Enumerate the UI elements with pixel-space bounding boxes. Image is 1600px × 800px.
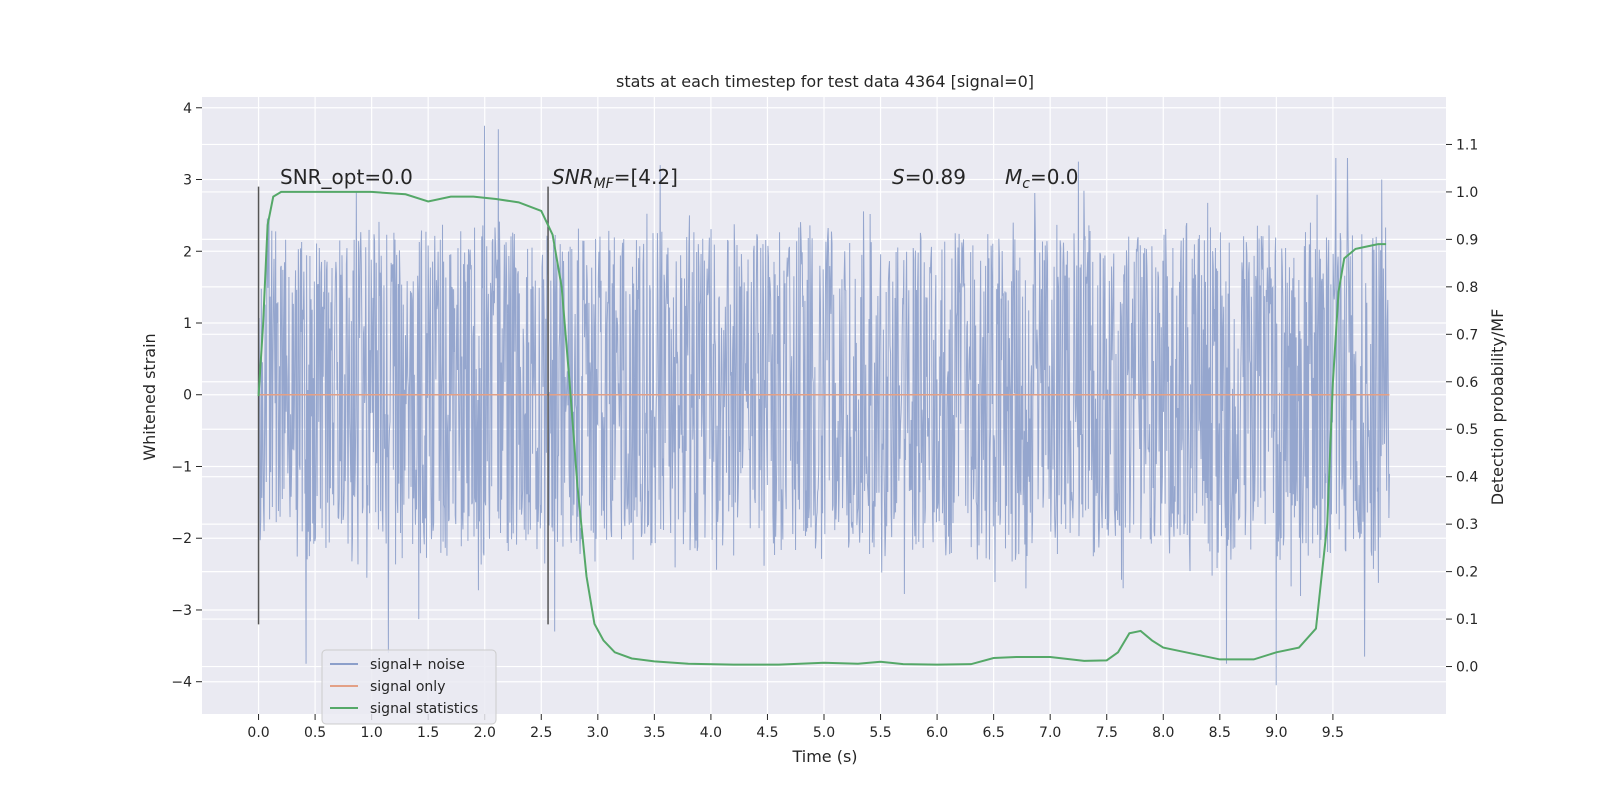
y-tick-label: −1 xyxy=(171,459,192,475)
y-tick-label: −4 xyxy=(171,675,192,691)
y-axis-label: Whitened strain xyxy=(140,333,159,460)
y2-axis-label: Detection probability/MF xyxy=(1488,309,1507,506)
y2-ticks: 0.0 0.1 0.2 0.3 0.4 0.5 0.6 0.7 0.8 0.9 1.0 1.1 xyxy=(1446,137,1478,676)
y2-tick-label: 0.7 xyxy=(1456,327,1478,343)
x-tick-label: 8.5 xyxy=(1209,725,1231,741)
y2-tick-label: 1.0 xyxy=(1456,185,1478,201)
y-tick-label: −2 xyxy=(171,531,192,547)
signal-statistics-series xyxy=(257,190,1387,666)
snr-mf-val: =[4.2] xyxy=(614,165,678,189)
mc-sub: c xyxy=(1022,176,1030,192)
legend-label-signal-only: signal only xyxy=(370,679,445,695)
y-tick-label: 3 xyxy=(183,173,192,189)
signal-noise-series xyxy=(258,125,1390,686)
s-label: S xyxy=(892,165,905,189)
y-tick-label: 2 xyxy=(183,244,192,260)
y2-tick-label: 0.9 xyxy=(1456,232,1478,248)
annotation-snr-mf: SNRMF=[4.2] xyxy=(552,165,678,192)
x-tick-label: 9.5 xyxy=(1322,725,1344,741)
annotation-s: S=0.89 xyxy=(892,165,966,189)
x-tick-label: 7.0 xyxy=(1039,725,1061,741)
y2-tick-label: 0.4 xyxy=(1456,470,1478,486)
y2-tick-label: 0.2 xyxy=(1456,565,1478,581)
x-tick-label: 7.5 xyxy=(1096,725,1118,741)
y-tick-label: −3 xyxy=(171,603,192,619)
x-tick-label: 8.0 xyxy=(1152,725,1174,741)
y-ticks: −4 −3 −2 −1 0 1 2 3 4 xyxy=(171,101,202,691)
x-tick-label: 0.5 xyxy=(304,725,326,741)
x-tick-label: 5.5 xyxy=(869,725,891,741)
x-tick-label: 2.0 xyxy=(474,725,496,741)
y2-tick-label: 0.6 xyxy=(1456,375,1478,391)
x-tick-label: 3.0 xyxy=(587,725,609,741)
y2-tick-label: 0.1 xyxy=(1456,612,1478,628)
y-tick-label: 0 xyxy=(183,388,192,404)
y2-tick-label: 1.1 xyxy=(1456,137,1478,153)
snr-mf-sub: MF xyxy=(594,176,615,192)
snr-mf-main: SNR xyxy=(552,165,594,189)
x-tick-label: 2.5 xyxy=(530,725,552,741)
legend-box xyxy=(321,649,497,725)
x-tick-label: 9.0 xyxy=(1265,725,1287,741)
y2-tick-label: 0.0 xyxy=(1456,660,1478,676)
legend-label-statistics: signal statistics xyxy=(370,701,478,717)
y2-tick-label: 0.3 xyxy=(1456,517,1478,533)
annotation-mc: Mc=0.0 xyxy=(1005,165,1079,192)
y-tick-label: 4 xyxy=(183,101,192,117)
signal-statistics-line xyxy=(257,190,1387,666)
x-ticks: 0.0 0.5 1.0 1.5 2.0 2.5 3.0 3.5 4.0 4.5 5.0 5.5 6.0 6… xyxy=(247,714,1344,741)
y-tick-label: 1 xyxy=(183,316,192,332)
x-tick-label: 1.5 xyxy=(417,725,439,741)
mc-main: M xyxy=(1005,165,1022,189)
y2-tick-label: 0.8 xyxy=(1456,280,1478,296)
x-tick-label: 1.0 xyxy=(361,725,383,741)
legend-label-noise: signal+ noise xyxy=(370,657,465,673)
x-tick-label: 4.0 xyxy=(700,725,722,741)
x-tick-label: 6.5 xyxy=(983,725,1005,741)
chart-title: stats at each timestep for test data 436… xyxy=(616,72,1034,91)
x-axis-label: Time (s) xyxy=(791,747,857,766)
signal-noise-line xyxy=(258,125,1390,686)
x-tick-label: 4.5 xyxy=(756,725,778,741)
x-tick-label: 5.0 xyxy=(813,725,835,741)
x-tick-label: 6.0 xyxy=(926,725,948,741)
y2-tick-label: 0.5 xyxy=(1456,422,1478,438)
x-tick-label: 0.0 xyxy=(247,725,269,741)
s-val: =0.89 xyxy=(905,165,966,189)
annotation-snr-opt: SNR_opt=0.0 xyxy=(280,165,413,189)
legend: signal+ noise signal only signal statist… xyxy=(321,649,497,725)
mc-val: =0.0 xyxy=(1030,165,1079,189)
vertical-markers xyxy=(257,186,549,625)
x-tick-label: 3.5 xyxy=(643,725,665,741)
